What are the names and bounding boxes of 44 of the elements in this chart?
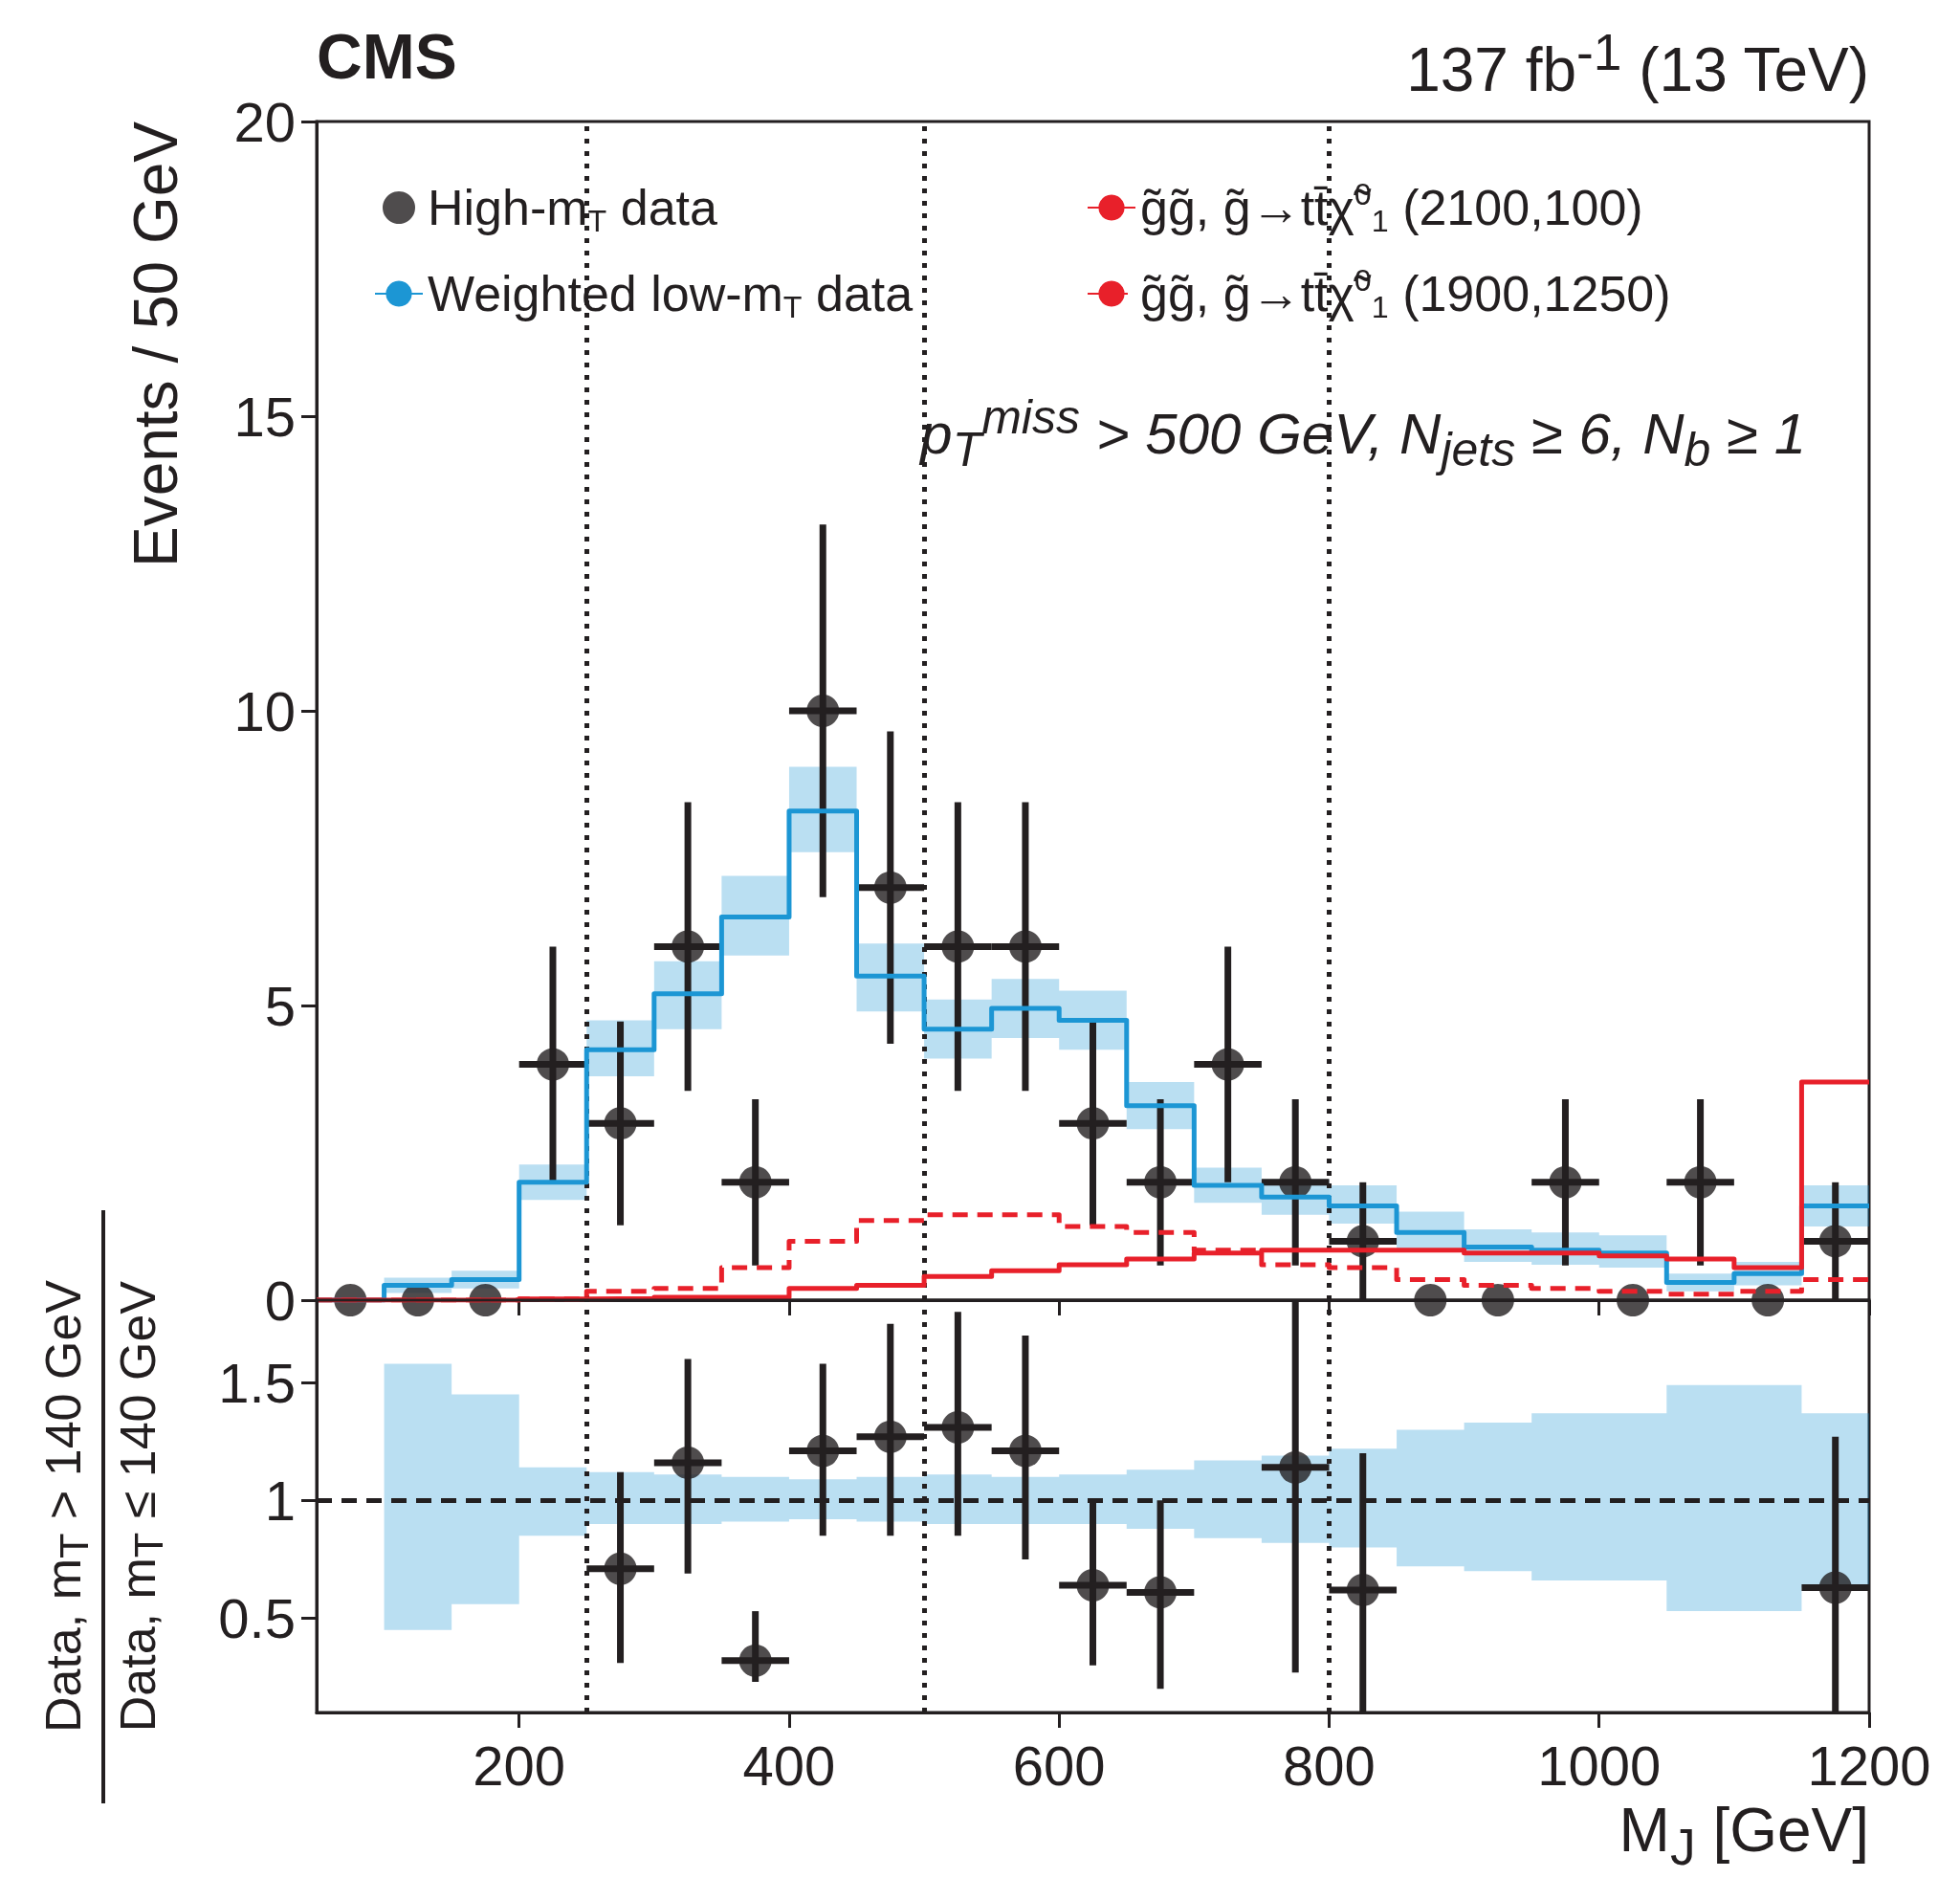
y-tick-label: 10 <box>233 679 296 742</box>
point <box>1144 1576 1178 1609</box>
point <box>1279 1450 1312 1484</box>
point <box>1818 1571 1852 1604</box>
point <box>1818 1225 1852 1258</box>
y-tick-label: 5 <box>264 974 296 1037</box>
y-tick-label: 20 <box>233 90 296 153</box>
x-tick-label: 600 <box>1012 1734 1106 1797</box>
point <box>806 1434 840 1468</box>
chart-title: CMS <box>317 21 457 92</box>
y-tick-label: 15 <box>233 385 296 448</box>
point <box>873 1420 907 1453</box>
point <box>604 1552 637 1585</box>
point <box>604 1107 637 1140</box>
point <box>1346 1573 1379 1606</box>
point <box>941 1411 975 1444</box>
point <box>1549 1165 1582 1199</box>
x-tick-label: 1000 <box>1537 1734 1662 1797</box>
y-tick-label: 0.5 <box>218 1586 296 1649</box>
y-tick-label: 0 <box>264 1269 296 1332</box>
x-tick-label: 400 <box>742 1734 836 1797</box>
point <box>672 930 705 963</box>
point <box>1076 1107 1110 1140</box>
point <box>1076 1569 1110 1602</box>
x-tick-label: 800 <box>1283 1734 1376 1797</box>
chart-subtitle: 137 fb$^{-1}$ (13 TeV) <box>1406 24 1869 105</box>
point <box>1684 1165 1717 1199</box>
y-tick-label: 1 <box>264 1469 296 1532</box>
point <box>1144 1165 1178 1199</box>
point <box>941 930 975 963</box>
point <box>738 1644 772 1677</box>
x-tick-label: 200 <box>473 1734 566 1797</box>
point <box>1008 1434 1042 1468</box>
point <box>537 1048 569 1081</box>
point <box>873 871 907 904</box>
point <box>672 1446 705 1479</box>
y-axis-title: Events / 50 GeV <box>121 122 190 568</box>
x-axis-title: M$_{J}$ [GeV] <box>1619 1796 1869 1875</box>
point <box>738 1165 772 1199</box>
point <box>806 695 840 727</box>
point <box>1211 1048 1244 1081</box>
point <box>1008 930 1042 963</box>
x-tick-label: 1200 <box>1807 1734 1931 1797</box>
y-tick-label: 1.5 <box>218 1351 296 1414</box>
